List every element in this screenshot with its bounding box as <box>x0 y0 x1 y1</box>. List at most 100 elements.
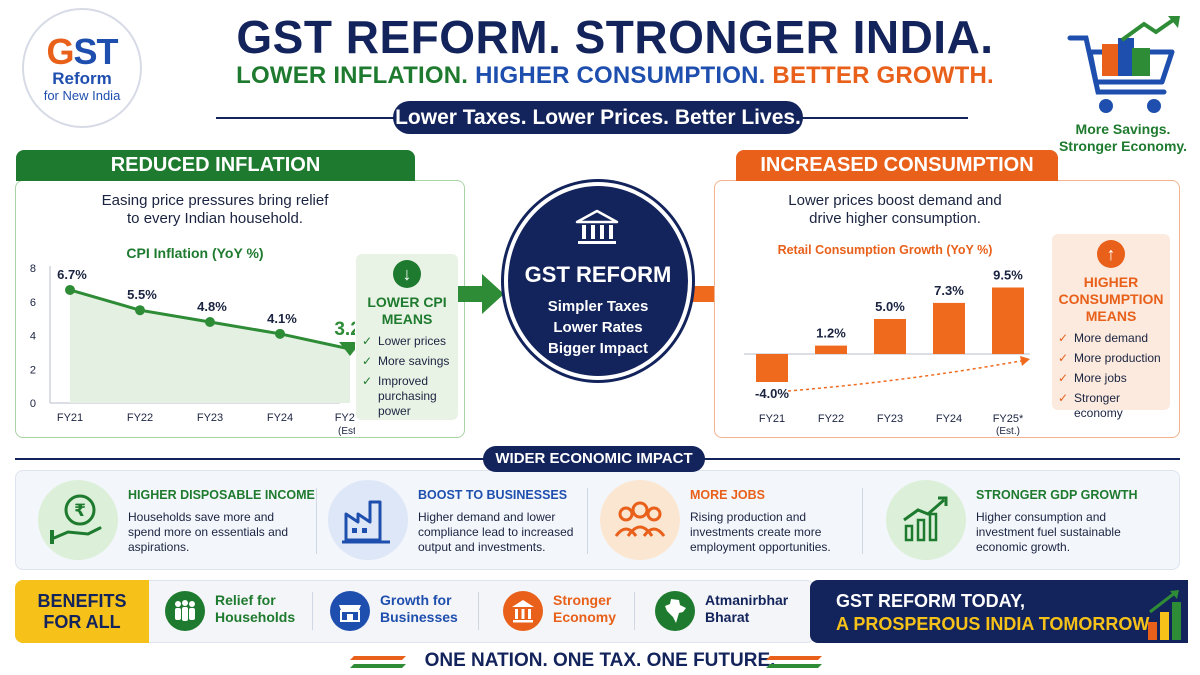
lower-cpi-title-line2: MEANS <box>381 311 433 327</box>
check-icon: ✓ <box>362 374 373 388</box>
cpi-chart-title: CPI Inflation (YoY %) <box>126 245 264 261</box>
list-item: ✓ More demand <box>1052 331 1170 346</box>
impact-item-disposable-income: ₹ HIGHER DISPOSABLE INCOME Households sa… <box>38 480 318 562</box>
benefit-label-line2: Bharat <box>705 609 750 625</box>
benefits-title: BENEFITS FOR ALL <box>15 580 149 643</box>
wider-impact-tab: WIDER ECONOMIC IMPACT <box>483 446 705 472</box>
list-item: ✓ Improved purchasing power <box>356 374 458 419</box>
benefit-divider <box>478 592 479 630</box>
bank-icon <box>575 209 619 244</box>
subtitle-inflation: LOWER INFLATION. <box>236 62 469 89</box>
retail-bar <box>992 287 1024 354</box>
benefit-label-line2: Businesses <box>380 609 458 625</box>
consumption-description-line1: Lower prices boost demand and <box>788 192 1002 209</box>
benefit-label: Atmanirbhar Bharat <box>705 592 788 626</box>
up-arrow-icon: ↑ <box>1097 240 1125 268</box>
family-icon <box>165 591 205 631</box>
x-tick-label: FY24 <box>267 412 293 424</box>
impact-divider <box>587 488 588 554</box>
subtitle-consumption: HIGHER CONSUMPTION. <box>475 62 766 89</box>
benefit-label-line1: Growth for <box>380 592 452 608</box>
inflation-description-line2: to every Indian household. <box>127 210 303 227</box>
cpi-point <box>135 305 145 316</box>
benefit-atmanirbhar: Atmanirbhar Bharat <box>655 586 805 636</box>
x-tick-label: FY21 <box>57 412 83 424</box>
higher-consumption-means-box: ↑ HIGHER CONSUMPTION MEANS ✓ More demand … <box>1052 234 1170 420</box>
subtitle-growth: BETTER GROWTH. <box>772 62 994 89</box>
lower-cpi-means-title: LOWER CPI MEANS <box>356 294 458 328</box>
impact-divider <box>316 488 317 554</box>
inflation-description: Easing price pressures bring relief to e… <box>60 192 370 228</box>
higher-title-line3: MEANS <box>1085 308 1137 324</box>
center-line-1: Simpler Taxes <box>547 298 649 315</box>
impact-title: MORE JOBS <box>690 488 766 502</box>
shopping-cart-icon <box>1067 16 1180 113</box>
cart-caption-line1: More Savings. <box>1075 121 1171 137</box>
consumption-tab: INCREASED CONSUMPTION <box>736 150 1058 181</box>
logo-g: G <box>46 31 74 72</box>
retail-bar <box>933 302 965 354</box>
consumption-description-line2: drive higher consumption. <box>809 210 981 227</box>
people-icon <box>600 480 680 560</box>
cpi-value-label: 6.7% <box>57 267 87 282</box>
impact-item-gdp: STRONGER GDP GROWTH Higher consumption a… <box>886 480 1176 562</box>
list-item-text: More jobs <box>1074 371 1127 385</box>
x-tick-label: FY22 <box>818 413 844 425</box>
check-icon: ✓ <box>1058 371 1069 385</box>
benefit-label-line2: Households <box>215 609 296 625</box>
check-icon: ✓ <box>362 354 373 368</box>
cpi-value-label: 5.5% <box>127 287 157 302</box>
logo-st: ST <box>73 31 119 72</box>
benefits-title-line1: BENEFITS <box>37 591 127 611</box>
promo-line1: GST REFORM TODAY, <box>836 591 1026 611</box>
y-tick-label: 4 <box>30 331 36 343</box>
shop-icon <box>330 591 370 631</box>
cpi-point <box>65 284 75 295</box>
promo-line2: A PROSPEROUS INDIA TOMORROW. <box>836 614 1154 634</box>
tagline: Lower Taxes. Lower Prices. Better Lives. <box>393 101 803 134</box>
x-tick-note: (Est.) <box>996 426 1020 437</box>
impact-title: BOOST TO BUSINESSES <box>418 488 568 502</box>
trend-arrow-head <box>1020 356 1030 366</box>
center-line-3: Bigger Impact <box>547 340 649 357</box>
list-item-text: More demand <box>1074 331 1149 345</box>
benefits-title-line2: FOR ALL <box>43 612 121 632</box>
center-line-2: Lower Rates <box>553 319 643 336</box>
list-item: ✓ More jobs <box>1052 371 1170 386</box>
x-tick-label: FY22 <box>127 412 153 424</box>
flag-stripes-right <box>766 656 822 668</box>
logo-subtitle: for New India <box>43 88 121 103</box>
page-subtitle: LOWER INFLATION. HIGHER CONSUMPTION. BET… <box>190 62 1040 90</box>
benefit-label-line1: Stronger <box>553 592 612 608</box>
x-tick-label: FY24 <box>936 413 962 425</box>
benefit-label-line1: Relief for <box>215 592 276 608</box>
check-icon: ✓ <box>362 334 373 348</box>
benefit-economy: Stronger Economy <box>503 586 633 636</box>
x-tick-label: FY25* <box>335 412 355 424</box>
inflation-description-line1: Easing price pressures bring relief <box>101 192 329 209</box>
impact-item-businesses: BOOST TO BUSINESSES Higher demand and lo… <box>328 480 588 562</box>
y-tick-label: 8 <box>30 263 36 275</box>
retail-value-label: 9.5% <box>993 268 1023 283</box>
cpi-value-label: 4.8% <box>197 299 227 314</box>
gst-logo: GST Reform for New India <box>22 8 142 128</box>
list-item-text: More savings <box>378 354 450 368</box>
y-tick-label: 6 <box>30 297 36 309</box>
factory-icon <box>328 480 408 560</box>
tagline-rule-left <box>216 117 396 119</box>
cpi-point <box>275 328 285 339</box>
impact-text: Households save more and spend more on e… <box>128 510 289 554</box>
benefit-label: Stronger Economy <box>553 592 616 626</box>
wider-impact-panel <box>15 470 1180 570</box>
list-item: ✓ Lower prices <box>356 334 458 349</box>
check-icon: ✓ <box>1058 331 1069 345</box>
lower-cpi-title-line1: LOWER CPI <box>367 294 447 310</box>
retail-value-label: 5.0% <box>875 299 905 314</box>
impact-title: STRONGER GDP GROWTH <box>976 488 1138 502</box>
growth-bars-icon <box>1148 590 1181 640</box>
y-tick-label: 2 <box>30 364 36 376</box>
x-tick-label: FY23 <box>877 413 903 425</box>
check-icon: ✓ <box>1058 351 1069 365</box>
list-item-text: Stronger economy <box>1074 391 1123 420</box>
higher-consumption-means-title: HIGHER CONSUMPTION MEANS <box>1052 274 1170 325</box>
